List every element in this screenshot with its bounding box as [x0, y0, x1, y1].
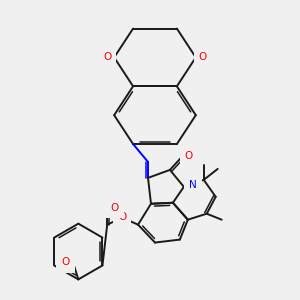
Text: O: O [103, 52, 111, 62]
Text: O: O [118, 212, 126, 222]
Text: O: O [61, 257, 69, 268]
Text: N: N [189, 180, 196, 190]
Text: O: O [110, 203, 118, 213]
Text: O: O [185, 151, 193, 161]
Text: O: O [199, 52, 207, 62]
